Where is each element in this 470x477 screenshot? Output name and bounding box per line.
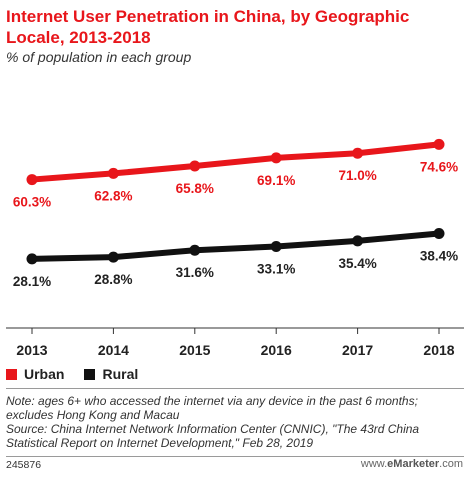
data-label-urban: 62.8% (94, 188, 132, 203)
data-label-rural: 28.8% (94, 272, 132, 287)
brand-suffix: .com (439, 458, 463, 470)
data-label-rural: 35.4% (338, 256, 376, 271)
source-text: Source: China Internet Network Informati… (6, 422, 420, 450)
data-point-urban (433, 138, 445, 150)
data-point-rural (189, 244, 201, 256)
chart-id: 245876 (6, 459, 42, 471)
line-chart: 2013 2014 2015 2016 2017 2018 60.3% 62.8% 65.8% 6… (6, 138, 464, 358)
data-label-rural: 38.4% (420, 248, 458, 263)
x-tick-label: 2017 (342, 342, 373, 358)
data-label-rural: 33.1% (257, 262, 295, 277)
data-label-rural: 31.6% (176, 265, 214, 280)
data-point-urban (107, 167, 119, 179)
x-tick-label: 2013 (16, 342, 47, 358)
series-line-rural (29, 230, 442, 262)
legend-swatch-rural (84, 368, 96, 380)
series-line-urban (29, 141, 442, 183)
data-point-rural (270, 241, 282, 253)
data-point-rural (26, 253, 38, 265)
legend-swatch-urban (6, 368, 17, 380)
x-tick-label: 2014 (98, 342, 129, 358)
brand-prefix: www. (360, 458, 388, 470)
note-text: Note: ages 6+ who accessed the internet … (6, 394, 418, 422)
data-label-urban: 65.8% (176, 181, 214, 196)
data-point-urban (26, 174, 38, 186)
data-label-urban: 69.1% (257, 173, 295, 188)
brand-name: eMarketer (387, 458, 440, 470)
data-point-rural (433, 227, 445, 239)
data-label-urban: 71.0% (338, 168, 376, 183)
data-point-urban (270, 152, 282, 164)
data-point-rural (107, 251, 119, 263)
legend-item-rural: Rural (84, 366, 138, 382)
data-point-urban (189, 160, 201, 172)
brand-logo[interactable]: www.eMarketer.com (361, 458, 463, 470)
x-tick-label: 2016 (261, 342, 292, 358)
data-point-rural (352, 235, 364, 247)
data-point-urban (352, 147, 364, 159)
data-label-urban: 60.3% (13, 195, 51, 210)
legend-item-urban: Urban (6, 366, 64, 382)
chart-subtitle: % of population in each group (6, 49, 192, 65)
data-label-urban: 74.6% (420, 159, 458, 174)
chart-title: Internet User Penetration in China, by G… (6, 7, 410, 47)
data-label-rural: 28.1% (13, 274, 51, 289)
legend-label-urban: Urban (24, 366, 65, 382)
x-tick-label: 2018 (423, 342, 454, 358)
divider-bottom (6, 456, 464, 457)
notes-block: Note: ages 6+ who accessed the internet … (6, 394, 464, 450)
divider-top (6, 388, 464, 389)
x-tick-label: 2015 (179, 342, 210, 358)
legend-label-rural: Rural (102, 366, 139, 382)
chart-legend: Urban Rural (6, 366, 158, 382)
